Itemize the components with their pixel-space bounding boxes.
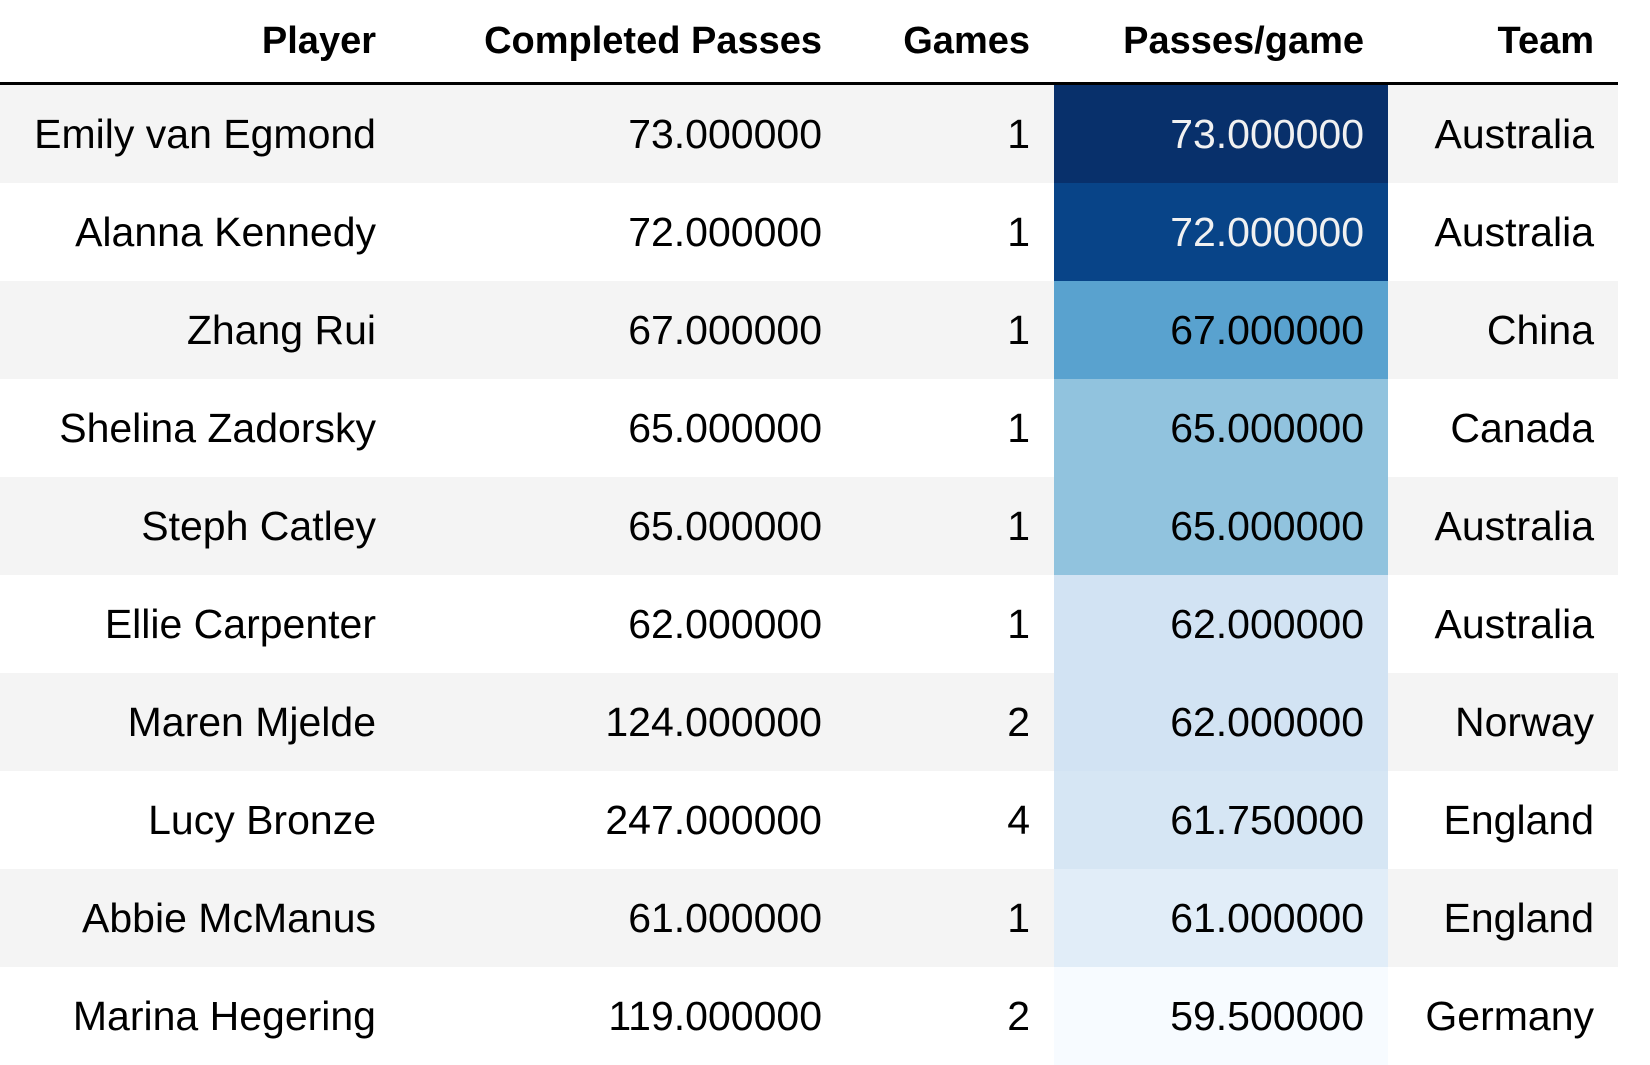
cell-games: 1 [846, 379, 1054, 477]
header-team: Team [1388, 0, 1618, 84]
header-completed-passes: Completed Passes [400, 0, 846, 84]
cell-games: 2 [846, 967, 1054, 1065]
cell-team: Australia [1388, 575, 1618, 673]
cell-player: Shelina Zadorsky [0, 379, 400, 477]
cell-completed-passes: 119.000000 [400, 967, 846, 1065]
cell-games: 1 [846, 183, 1054, 281]
cell-team: England [1388, 869, 1618, 967]
cell-team: England [1388, 771, 1618, 869]
cell-games: 1 [846, 281, 1054, 379]
cell-player: Zhang Rui [0, 281, 400, 379]
cell-games: 4 [846, 771, 1054, 869]
cell-team: Australia [1388, 84, 1618, 184]
table-header: Player Completed Passes Games Passes/gam… [0, 0, 1618, 84]
cell-completed-passes: 65.000000 [400, 477, 846, 575]
cell-completed-passes: 73.000000 [400, 84, 846, 184]
header-row: Player Completed Passes Games Passes/gam… [0, 0, 1618, 84]
cell-passes-per-game: 67.000000 [1054, 281, 1388, 379]
cell-games: 1 [846, 477, 1054, 575]
cell-passes-per-game: 65.000000 [1054, 379, 1388, 477]
cell-team: Australia [1388, 183, 1618, 281]
cell-completed-passes: 65.000000 [400, 379, 846, 477]
cell-games: 1 [846, 869, 1054, 967]
cell-completed-passes: 72.000000 [400, 183, 846, 281]
cell-passes-per-game: 65.000000 [1054, 477, 1388, 575]
cell-team: Australia [1388, 477, 1618, 575]
cell-player: Lucy Bronze [0, 771, 400, 869]
cell-completed-passes: 62.000000 [400, 575, 846, 673]
cell-team: Norway [1388, 673, 1618, 771]
cell-team: China [1388, 281, 1618, 379]
cell-passes-per-game: 72.000000 [1054, 183, 1388, 281]
cell-passes-per-game: 62.000000 [1054, 673, 1388, 771]
cell-player: Steph Catley [0, 477, 400, 575]
cell-player: Abbie McManus [0, 869, 400, 967]
cell-passes-per-game: 62.000000 [1054, 575, 1388, 673]
cell-player: Maren Mjelde [0, 673, 400, 771]
cell-passes-per-game: 73.000000 [1054, 84, 1388, 184]
cell-team: Canada [1388, 379, 1618, 477]
cell-games: 2 [846, 673, 1054, 771]
cell-completed-passes: 67.000000 [400, 281, 846, 379]
cell-passes-per-game: 61.000000 [1054, 869, 1388, 967]
cell-player: Ellie Carpenter [0, 575, 400, 673]
cell-team: Germany [1388, 967, 1618, 1065]
cell-completed-passes: 124.000000 [400, 673, 846, 771]
cell-games: 1 [846, 84, 1054, 184]
cell-player: Marina Hegering [0, 967, 400, 1065]
cell-passes-per-game: 61.750000 [1054, 771, 1388, 869]
header-games: Games [846, 0, 1054, 84]
header-passes-per-game: Passes/game [1054, 0, 1388, 84]
cell-completed-passes: 61.000000 [400, 869, 846, 967]
cell-games: 1 [846, 575, 1054, 673]
cell-passes-per-game: 59.500000 [1054, 967, 1388, 1065]
cell-completed-passes: 247.000000 [400, 771, 846, 869]
header-player: Player [0, 0, 400, 84]
cell-player: Alanna Kennedy [0, 183, 400, 281]
cell-player: Emily van Egmond [0, 84, 400, 184]
